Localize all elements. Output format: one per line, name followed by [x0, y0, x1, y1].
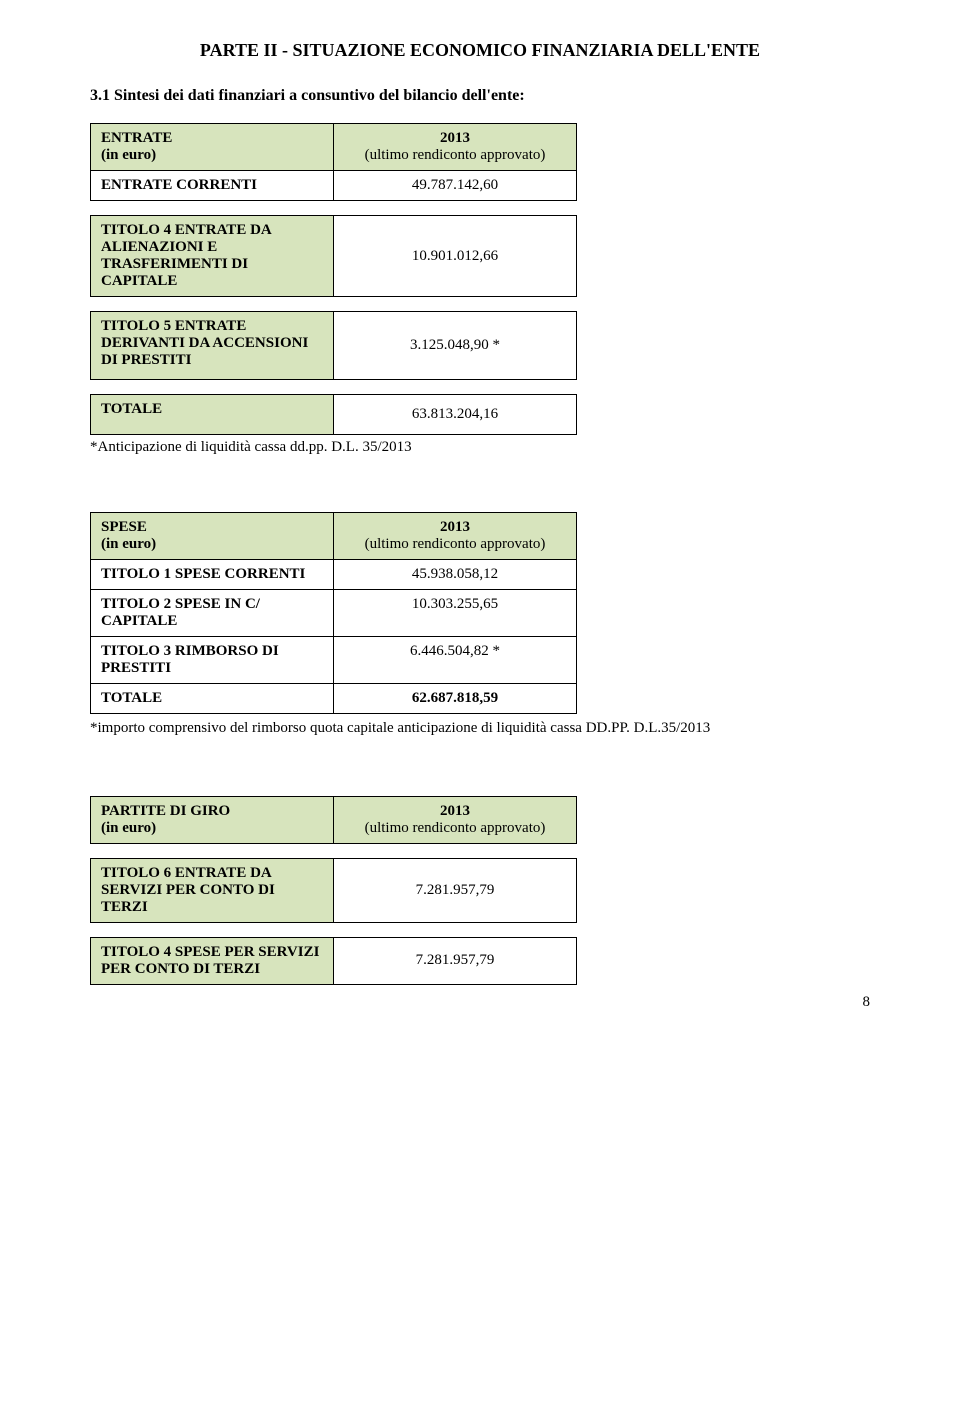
spese-row2-label: TITOLO 2 SPESE IN C/ CAPITALE	[91, 590, 334, 637]
entrate-titolo4-value: 10.901.012,66	[334, 216, 577, 297]
entrate-titolo5-label: TITOLO 5 ENTRATE DERIVANTI DA ACCENSIONI…	[91, 312, 334, 380]
entrate-titolo4-label: TITOLO 4 ENTRATE DA ALIENAZIONI E TRASFE…	[91, 216, 334, 297]
partite-titolo6-label: TITOLO 6 ENTRATE DA SERVIZI PER CONTO DI…	[91, 858, 334, 922]
spese-row3-value: 6.446.504,82 *	[334, 637, 577, 684]
entrate-totale-label: TOTALE	[91, 395, 334, 435]
year-subtitle: (ultimo rendiconto approvato)	[365, 820, 546, 836]
spese-row1-value: 45.938.058,12	[334, 560, 577, 590]
spese-row1-label: TITOLO 1 SPESE CORRENTI	[91, 560, 334, 590]
spese-totale-label: TOTALE	[91, 684, 334, 714]
entrate-footnote: *Anticipazione di liquidità cassa dd.pp.…	[90, 439, 870, 456]
spese-header-year: 2013 (ultimo rendiconto approvato)	[334, 513, 577, 560]
year-label: 2013	[440, 519, 470, 535]
spese-totale-value: 62.687.818,59	[334, 684, 577, 714]
page-number: 8	[863, 994, 871, 1011]
spese-header-label: SPESE (in euro)	[91, 513, 334, 560]
entrate-titolo4-table: TITOLO 4 ENTRATE DA ALIENAZIONI E TRASFE…	[90, 215, 577, 297]
partite-titolo4-table: TITOLO 4 SPESE PER SERVIZI PER CONTO DI …	[90, 937, 577, 985]
year-label: 2013	[440, 130, 470, 146]
partite-header-year: 2013 (ultimo rendiconto approvato)	[334, 796, 577, 843]
partite-titolo4-label: TITOLO 4 SPESE PER SERVIZI PER CONTO DI …	[91, 937, 334, 984]
partite-titolo6-value: 7.281.957,79	[334, 858, 577, 922]
entrate-table: ENTRATE (in euro) 2013 (ultimo rendicont…	[90, 123, 577, 201]
spese-row3-label: TITOLO 3 RIMBORSO DI PRESTITI	[91, 637, 334, 684]
spese-table: SPESE (in euro) 2013 (ultimo rendiconto …	[90, 512, 577, 714]
page-title: PARTE II - SITUAZIONE ECONOMICO FINANZIA…	[90, 40, 870, 61]
partite-header-table: PARTITE DI GIRO (in euro) 2013 (ultimo r…	[90, 796, 577, 844]
entrate-correnti-value: 49.787.142,60	[334, 171, 577, 201]
section-heading: 3.1 Sintesi dei dati finanziari a consun…	[90, 87, 870, 105]
entrate-correnti-label: ENTRATE CORRENTI	[91, 171, 334, 201]
spese-footnote: *importo comprensivo del rimborso quota …	[90, 718, 870, 740]
partite-titolo4-value: 7.281.957,79	[334, 937, 577, 984]
partite-header-label: PARTITE DI GIRO (in euro)	[91, 796, 334, 843]
year-subtitle: (ultimo rendiconto approvato)	[365, 536, 546, 552]
year-label: 2013	[440, 803, 470, 819]
spese-row2-value: 10.303.255,65	[334, 590, 577, 637]
entrate-totale-value: 63.813.204,16	[334, 395, 577, 435]
entrate-header-label: ENTRATE (in euro)	[91, 124, 334, 171]
entrate-titolo5-value: 3.125.048,90 *	[334, 312, 577, 380]
year-subtitle: (ultimo rendiconto approvato)	[365, 147, 546, 163]
partite-titolo6-table: TITOLO 6 ENTRATE DA SERVIZI PER CONTO DI…	[90, 858, 577, 923]
entrate-header-year: 2013 (ultimo rendiconto approvato)	[334, 124, 577, 171]
entrate-titolo5-table: TITOLO 5 ENTRATE DERIVANTI DA ACCENSIONI…	[90, 311, 577, 380]
entrate-totale-table: TOTALE 63.813.204,16	[90, 394, 577, 435]
